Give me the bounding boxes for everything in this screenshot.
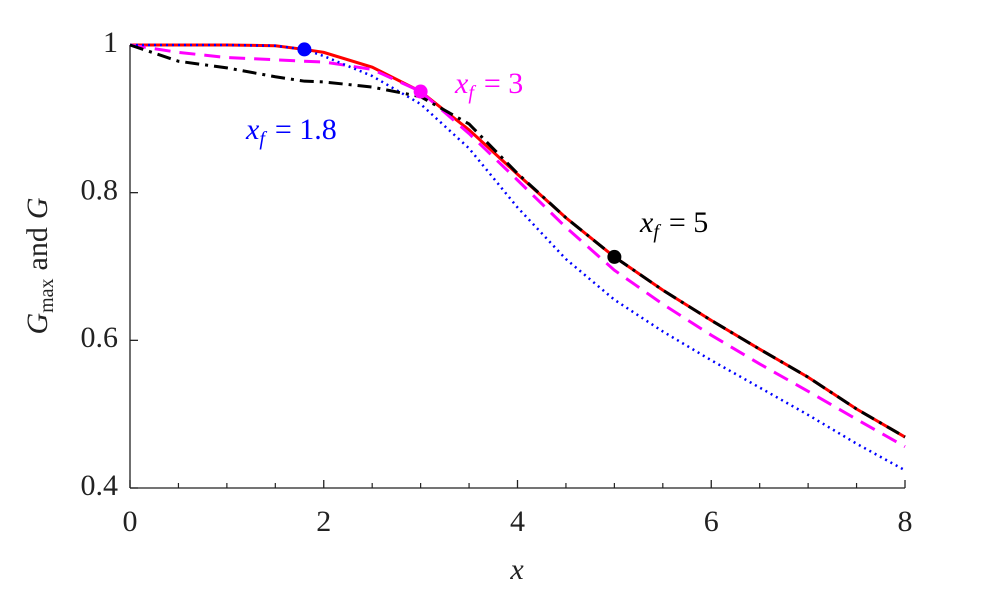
annotation-eq: = 5 <box>669 206 708 239</box>
series-line <box>129 43 906 448</box>
y-label-rest: and <box>21 227 54 270</box>
annotation-eq: = 3 <box>484 67 523 100</box>
annotation-var: x <box>245 113 260 146</box>
marker <box>413 84 428 99</box>
annotation-sub: f <box>468 82 476 104</box>
x-tick-label: 0 <box>123 505 138 538</box>
annotation: xf = 1.8 <box>245 113 337 150</box>
annotation: xf = 3 <box>454 67 523 104</box>
annotation-sub: f <box>259 128 267 150</box>
x-tick-label: 2 <box>316 505 331 538</box>
x-tick-label: 4 <box>510 505 525 538</box>
x-tick-label: 8 <box>898 505 913 538</box>
y-tick-label: 1 <box>103 26 118 59</box>
series-line <box>130 43 906 472</box>
annotation: xf = 5 <box>639 206 708 243</box>
y-tick-label: 0.6 <box>81 321 119 354</box>
annotation-eq: = 1.8 <box>275 113 337 146</box>
y-axis-label: Gmax and G <box>21 197 58 334</box>
marker <box>297 42 312 57</box>
x-tick-label: 6 <box>704 505 719 538</box>
series-line <box>130 43 906 439</box>
y-label-var: G <box>21 313 54 335</box>
annotation-var: x <box>454 67 469 100</box>
y-tick-label: 0.4 <box>81 469 119 502</box>
y-label-var2: G <box>21 197 54 219</box>
y-label-sub: max <box>36 278 58 312</box>
annotation-var: x <box>639 206 654 239</box>
marker <box>607 249 622 264</box>
y-tick-label: 0.8 <box>81 174 119 207</box>
annotation-sub: f <box>653 221 661 243</box>
x-axis-label: x <box>509 553 524 586</box>
series-line <box>129 43 906 439</box>
